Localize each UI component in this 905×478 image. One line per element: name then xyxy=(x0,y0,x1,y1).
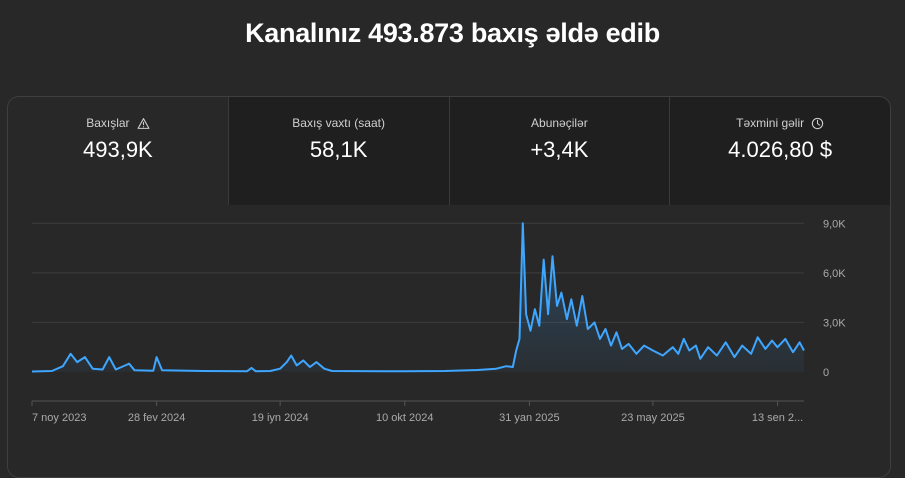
x-tick-label: 13 sen 2... xyxy=(752,412,803,424)
views-chart: 9,0K 6,0K 3,0K 0 7 noy 2023 28 fev 2024 19 iy… xyxy=(31,218,846,424)
metric-tab-revenue[interactable]: Təxmini gəlir 4.026,80 $ xyxy=(669,97,890,205)
warning-icon[interactable] xyxy=(137,117,150,130)
metric-label-row: Abunəçilər xyxy=(531,116,588,130)
views-chart-area: 9,0K 6,0K 3,0K 0 7 noy 2023 28 fev 2024 19 iy… xyxy=(8,205,890,477)
y-tick-label: 3,0K xyxy=(823,317,846,329)
metric-label-row: Baxış vaxtı (saat) xyxy=(292,116,385,130)
metric-value-views: 493,9K xyxy=(83,137,153,162)
metric-value-subscribers: +3,4K xyxy=(530,137,589,162)
metric-label-views: Baxışlar xyxy=(86,116,130,130)
x-tick-label: 23 may 2025 xyxy=(621,412,685,424)
y-tick-label: 6,0K xyxy=(823,268,846,280)
x-tick-label: 19 iyn 2024 xyxy=(252,412,309,424)
metric-tab-watch-time[interactable]: Baxış vaxtı (saat) 58,1K xyxy=(227,97,449,205)
y-tick-label: 0 xyxy=(823,367,829,379)
metric-value-revenue: 4.026,80 $ xyxy=(728,137,833,162)
analytics-card: Baxışlar 493,9K Baxış vaxtı (saat) 58,1K… xyxy=(7,96,891,478)
page-title: Kanalınız 493.873 baxış əldə edib xyxy=(245,18,660,48)
x-tick-label: 7 noy 2023 xyxy=(32,412,86,424)
y-tick-label: 9,0K xyxy=(823,218,846,230)
metric-tab-subscribers[interactable]: Abunəçilər +3,4K xyxy=(448,97,670,205)
metric-label-subscribers: Abunəçilər xyxy=(531,116,588,130)
views-line[interactable] xyxy=(31,222,805,373)
metric-label-watch-time: Baxış vaxtı (saat) xyxy=(292,116,385,130)
x-tick-label: 10 okt 2024 xyxy=(376,412,434,424)
metric-label-row: Baxışlar xyxy=(86,116,150,130)
metric-tab-views[interactable]: Baxışlar 493,9K xyxy=(8,97,228,205)
metric-tabs: Baxışlar 493,9K Baxış vaxtı (saat) 58,1K… xyxy=(8,97,890,205)
x-tick-label: 31 yan 2025 xyxy=(499,412,560,424)
metric-label-row: Təxmini gəlir xyxy=(736,116,824,130)
metric-label-revenue: Təxmini gəlir xyxy=(736,116,805,130)
metric-value-watch-time: 58,1K xyxy=(309,137,368,162)
x-tick-label: 28 fev 2024 xyxy=(128,412,186,424)
clock-icon[interactable] xyxy=(811,117,824,130)
